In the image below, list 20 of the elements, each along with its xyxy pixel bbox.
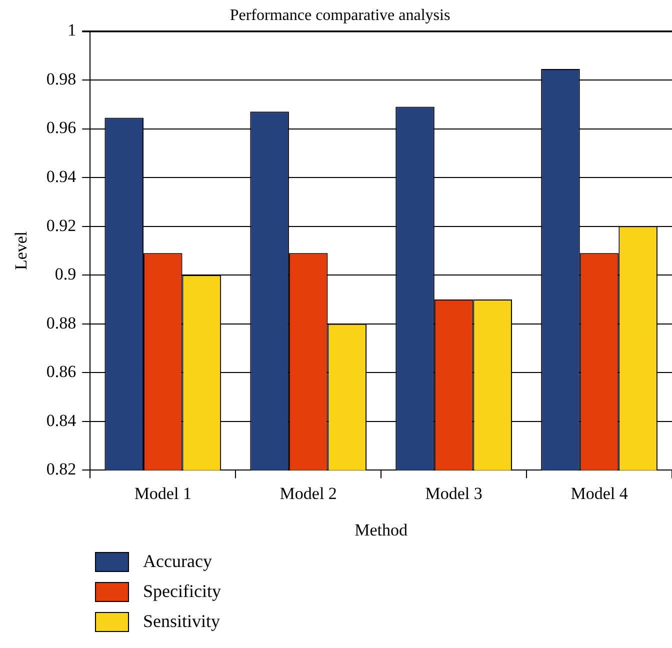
y-tick-label: 0.82 bbox=[46, 460, 76, 479]
y-tick-label: 0.94 bbox=[46, 167, 77, 186]
y-tick-label: 0.96 bbox=[46, 118, 76, 138]
y-tick-label: 0.88 bbox=[46, 313, 76, 332]
y-tick-label: 0.98 bbox=[46, 69, 76, 88]
chart-title: Performance comparative analysis bbox=[230, 6, 450, 24]
x-tick-label: Model 1 bbox=[134, 484, 192, 503]
y-tick-label: 0.86 bbox=[46, 362, 76, 382]
y-tick-label: 0.92 bbox=[46, 216, 76, 235]
y-tick-label: 0.9 bbox=[54, 264, 76, 284]
y-tick-label: 1 bbox=[68, 20, 76, 40]
legend-label: Sensitivity bbox=[143, 611, 220, 632]
y-axis-title: Level bbox=[12, 231, 31, 270]
x-tick-label: Model 2 bbox=[280, 484, 337, 503]
x-axis-title: Method bbox=[354, 520, 408, 540]
legend-label: Specificity bbox=[143, 581, 221, 602]
y-tick-label: 0.84 bbox=[46, 410, 77, 430]
legend-label: Accuracy bbox=[143, 551, 212, 572]
x-tick-label: Model 3 bbox=[425, 484, 482, 503]
x-tick-label: Model 4 bbox=[570, 484, 628, 503]
